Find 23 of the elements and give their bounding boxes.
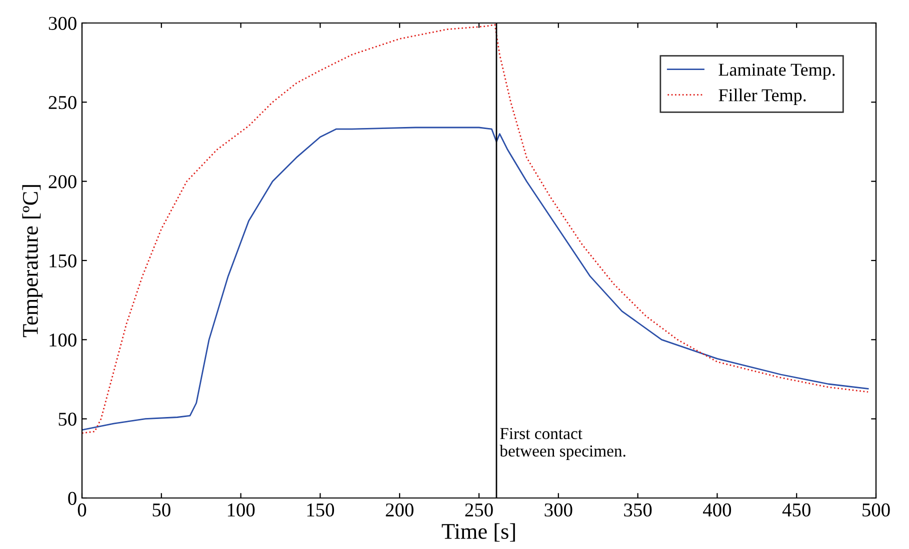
x-tick-label: 350 — [624, 503, 652, 517]
x-tick-label: 400 — [702, 503, 732, 517]
x-tick-label: 150 — [307, 503, 334, 517]
x-axis-title: Time [s] — [442, 523, 515, 542]
x-tick-label: 450 — [782, 503, 810, 517]
y-tick-label: 0 — [68, 492, 76, 505]
y-tick-label: 200 — [48, 175, 76, 188]
legend-label: Laminate Temp. — [718, 64, 835, 80]
y-axis-title: Temperature [ºC] — [22, 185, 42, 338]
y-tick-label: 250 — [48, 96, 76, 110]
x-tick-label: 0 — [78, 503, 86, 517]
x-tick-label: 50 — [152, 503, 170, 517]
x-tick-label: 500 — [862, 503, 890, 517]
x-tick-label: 100 — [228, 503, 255, 517]
legend-label: Filler Temp. — [718, 88, 806, 105]
ref-line-label: First contact between specimen. — [500, 428, 626, 460]
x-tick-label: 200 — [386, 503, 414, 517]
x-tick-label: 300 — [544, 503, 572, 517]
y-tick-label: 100 — [50, 333, 76, 347]
x-tick-label: 250 — [465, 503, 493, 517]
y-tick-label: 150 — [50, 254, 76, 268]
y-tick-label: 50 — [58, 412, 76, 426]
y-tick-label: 300 — [48, 16, 76, 30]
